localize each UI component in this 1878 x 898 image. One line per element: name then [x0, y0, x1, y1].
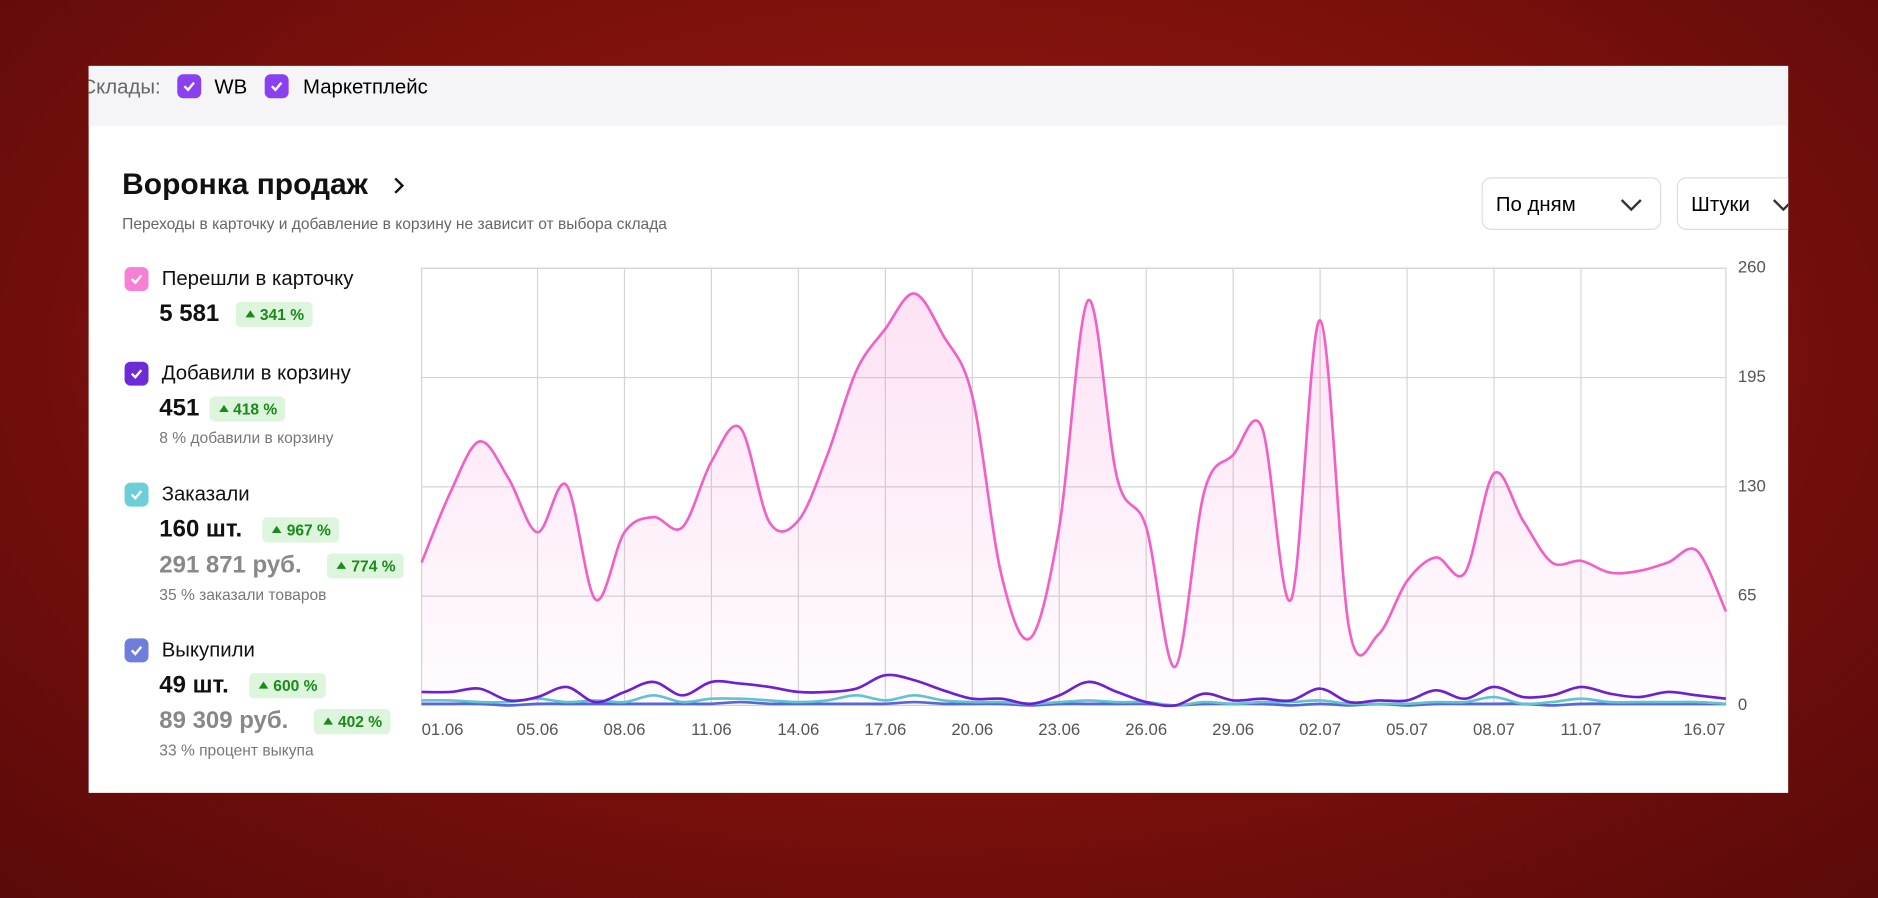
- x-tick-label: 14.06: [777, 720, 819, 739]
- subtitle: Переходы в карточку и добавление в корзи…: [122, 214, 667, 233]
- filter-bar: Склады: WB Маркетплейс: [88, 65, 1789, 126]
- x-tick-label: 05.06: [517, 720, 559, 739]
- metric-value: 451: [159, 395, 200, 422]
- metric-value: 160 шт.: [159, 516, 243, 543]
- filter-option[interactable]: Маркетплейс: [303, 75, 428, 99]
- metric-note: 8 % добавили в корзину: [159, 428, 334, 447]
- checkbox[interactable]: [124, 361, 149, 386]
- area: [421, 293, 1726, 706]
- x-tick-label: 20.06: [951, 720, 993, 739]
- x-tick-label: 11.07: [1561, 720, 1602, 739]
- metric-name: Добавили в корзину: [161, 361, 351, 385]
- dropdown[interactable]: Штуки: [1676, 177, 1789, 230]
- y-tick-label: 130: [1738, 476, 1766, 495]
- metric-change: 402 %: [314, 709, 391, 735]
- y-tick-label: 0: [1738, 695, 1747, 714]
- chevron: [1772, 199, 1789, 212]
- x-tick-label: 11.06: [691, 720, 732, 739]
- checkbox[interactable]: [177, 74, 202, 99]
- x-tick-label: 26.06: [1125, 720, 1167, 739]
- metric-name: Заказали: [161, 482, 250, 506]
- chevron: [394, 177, 405, 194]
- checkbox[interactable]: [124, 638, 149, 663]
- metric-value: 291 871 руб.: [159, 552, 302, 579]
- checkbox[interactable]: [264, 74, 289, 99]
- metric-change: 341 %: [235, 301, 313, 327]
- x-tick-label: 29.06: [1212, 720, 1254, 739]
- line: [420, 292, 1728, 669]
- x-tick-label: 08.07: [1473, 720, 1515, 739]
- metric-value: 89 309 руб.: [159, 707, 289, 735]
- metric-name: Выкупили: [161, 638, 255, 662]
- x-tick-label: 01.06: [422, 720, 464, 739]
- metric-change: 774 %: [327, 553, 404, 579]
- dropdown-label: По дням: [1495, 192, 1576, 216]
- x-tick-label: 05.07: [1386, 720, 1428, 739]
- x-tick-label: 08.06: [604, 720, 646, 739]
- checkbox[interactable]: [124, 267, 149, 292]
- checkbox[interactable]: [124, 482, 149, 507]
- dropdown[interactable]: По дням: [1481, 177, 1662, 230]
- metric-change: 600 %: [249, 673, 326, 699]
- y-tick-label: 65: [1738, 586, 1757, 605]
- x-tick-label: 16.07: [1683, 720, 1725, 739]
- x-tick-label: 23.06: [1038, 720, 1080, 739]
- title[interactable]: Воронка продаж: [122, 167, 368, 202]
- metric-name: Перешли в карточку: [161, 267, 354, 290]
- metric-value: 49 шт.: [159, 671, 229, 699]
- y-tick-label: 195: [1738, 367, 1766, 386]
- metric-change: 418 %: [209, 396, 286, 422]
- x-tick-label: 02.07: [1299, 720, 1341, 739]
- y-tick-label: 260: [1738, 258, 1766, 277]
- filter-label: Склады:: [88, 75, 161, 99]
- filter-option[interactable]: WB: [214, 75, 248, 99]
- metric-change: 967 %: [262, 517, 340, 543]
- metric-note: 35 % заказали товаров: [159, 585, 327, 604]
- dropdown-label: Штуки: [1691, 192, 1750, 216]
- x-tick-label: 17.06: [864, 720, 906, 739]
- metric-note: 33 % процент выкупа: [159, 741, 314, 760]
- metric-value: 5 581: [159, 300, 220, 327]
- chevron: [1620, 199, 1642, 212]
